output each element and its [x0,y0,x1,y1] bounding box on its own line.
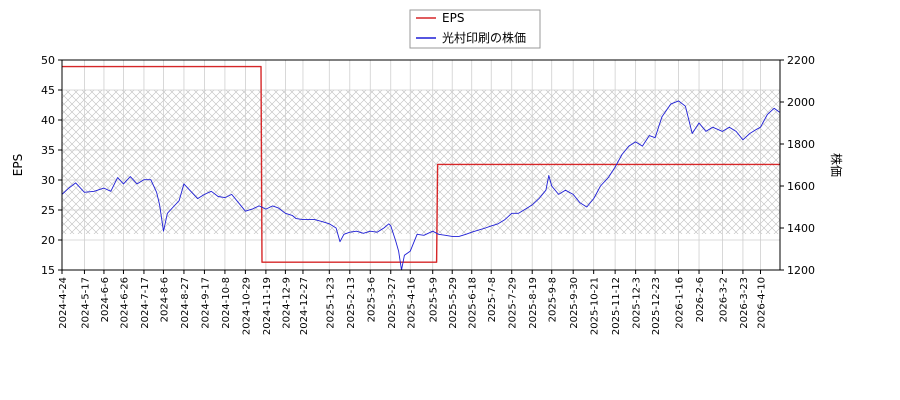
x-tick-label: 2024-4-24 [58,277,69,329]
x-tick-label: 2024-5-17 [80,277,91,329]
shaded-band [62,90,780,234]
x-tick-label: 2024-6-6 [100,277,111,322]
right-axis-label: 株価 [829,153,844,177]
legend: EPS 光村印刷の株価 [409,9,541,49]
left-tick-label: 30 [41,174,55,187]
x-tick-label: 2024-12-27 [299,277,310,335]
x-tick-label: 2025-12-23 [651,277,662,335]
left-tick-label: 25 [41,204,55,217]
x-tick-label: 2025-8-19 [528,277,539,329]
x-tick-label: 2024-6-26 [119,277,130,329]
x-tick-label: 2025-1-23 [325,277,336,329]
right-tick-label: 1800 [787,138,815,151]
right-tick-label: 2000 [787,96,815,109]
x-tick-label: 2025-3-27 [387,277,398,329]
left-tick-label: 40 [41,114,55,127]
x-tick-label: 2025-11-12 [611,277,622,335]
x-tick-label: 2025-9-8 [548,277,559,322]
x-tick-label: 2024-8-27 [180,277,191,329]
x-tick-label: 2025-5-29 [448,277,459,329]
x-tick-label: 2026-3-2 [718,277,729,322]
x-tick-label: 2024-8-6 [159,277,170,322]
right-axis: 1200 1400 1600 1800 2000 2200 [780,54,815,277]
right-tick-label: 1200 [787,264,815,277]
x-axis: 2024-4-24 2024-5-17 2024-6-6 2024-6-26 2024-… [58,270,767,335]
x-tick-label: 2024-11-19 [262,277,273,335]
left-tick-label: 35 [41,144,55,157]
x-tick-label: 2024-7-17 [140,277,151,329]
right-tick-label: 2200 [787,54,815,67]
x-tick-label: 2025-9-30 [569,277,580,329]
x-tick-label: 2025-2-13 [346,277,357,329]
x-tick-label: 2024-10-8 [221,277,232,329]
x-tick-label: 2026-3-23 [739,277,750,329]
left-axis: 15 20 25 30 35 40 45 50 [41,54,62,277]
x-tick-label: 2026-4-10 [756,277,767,329]
left-tick-label: 20 [41,234,55,247]
left-tick-label: 45 [41,84,55,97]
x-tick-label: 2025-5-9 [429,277,440,322]
legend-stock-price-label: 光村印刷の株価 [442,30,526,45]
legend-box [409,9,541,49]
stock-price-series-line [62,100,780,270]
x-tick-label: 2025-12-3 [632,277,643,329]
x-tick-label: 2026-2-6 [695,277,706,322]
left-tick-label: 15 [41,264,55,277]
eps-series-line [62,65,780,263]
x-tick-label: 2025-7-8 [487,277,498,322]
left-tick-label: 50 [41,54,55,67]
series-lines [62,65,780,270]
plot-frame [61,59,781,271]
right-tick-label: 1600 [787,180,815,193]
left-axis-label: EPS [11,154,25,176]
x-tick-label: 2025-10-21 [590,277,601,335]
x-tick-label: 2024-10-29 [241,277,252,335]
x-tick-label: 2025-6-18 [468,277,479,329]
x-tick-label: 2026-1-16 [675,277,686,329]
x-tick-label: 2025-7-29 [508,277,519,329]
x-tick-label: 2025-3-6 [366,277,377,322]
legend-eps-label: EPS [442,11,464,25]
x-tick-label: 2024-12-9 [281,277,292,329]
right-tick-label: 1400 [787,222,815,235]
x-tick-label: 2024-9-17 [200,277,211,329]
x-tick-label: 2025-4-16 [406,277,417,329]
